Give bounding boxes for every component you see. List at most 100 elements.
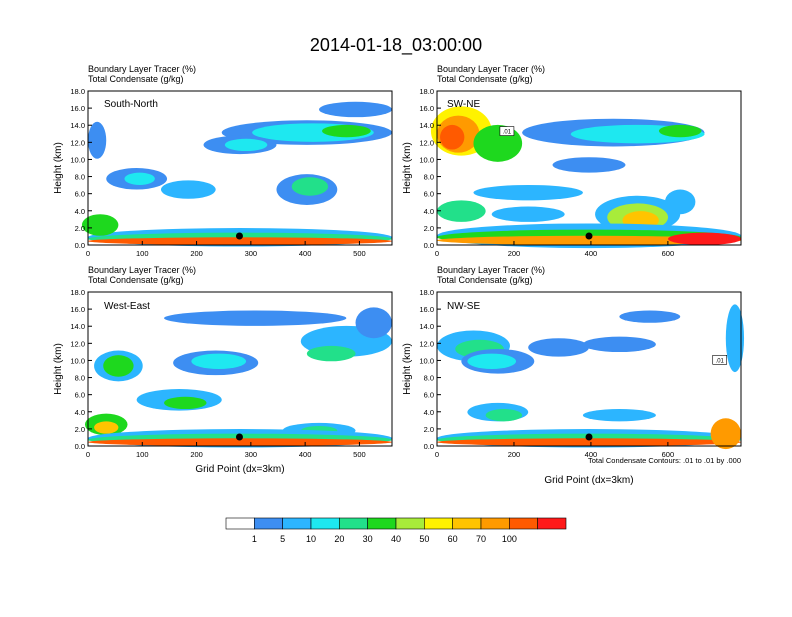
y-tick-label: 4.0 bbox=[75, 408, 85, 417]
panel-label: West-East bbox=[104, 301, 150, 312]
y-tick-label: 18.0 bbox=[419, 288, 434, 297]
condensate-fill bbox=[437, 304, 745, 450]
y-tick-label: 10.0 bbox=[70, 155, 85, 164]
y-tick-label: 14.0 bbox=[70, 121, 85, 130]
x-tick-label: 200 bbox=[190, 249, 203, 258]
y-tick-label: 16.0 bbox=[419, 305, 434, 314]
x-axis-label: Grid Point (dx=3km) bbox=[195, 464, 284, 475]
colorbar-swatch bbox=[537, 517, 567, 530]
x-tick-label: 200 bbox=[190, 450, 203, 459]
colorbar-swatch bbox=[282, 517, 312, 530]
x-axis-label: Grid Point (dx=3km) bbox=[544, 475, 633, 486]
y-tick-label: 10.0 bbox=[70, 356, 85, 365]
colorbar-label: 60 bbox=[448, 534, 458, 544]
panel-label: SW-NE bbox=[447, 99, 480, 110]
y-tick-label: 2.0 bbox=[75, 224, 85, 233]
panel-west-east: Boundary Layer Tracer (%) Total Condensa… bbox=[53, 265, 393, 475]
contour-label-box bbox=[712, 354, 728, 365]
x-tick-label: 0 bbox=[86, 249, 90, 258]
condensate-blob bbox=[582, 409, 656, 422]
y-tick-label: 0.0 bbox=[75, 442, 85, 451]
colorbar-swatch bbox=[509, 517, 538, 530]
colorbar-swatch bbox=[225, 517, 255, 530]
x-tick-label: 200 bbox=[508, 450, 521, 459]
y-tick-label: 4.0 bbox=[424, 408, 434, 417]
y-tick-label: 8.0 bbox=[75, 173, 85, 182]
x-tick-label: 300 bbox=[245, 450, 258, 459]
y-tick-label: 4.0 bbox=[75, 207, 85, 216]
contour-label-box bbox=[499, 126, 515, 136]
location-marker bbox=[235, 232, 243, 240]
condensate-blob bbox=[88, 121, 107, 159]
colorbar-swatch bbox=[310, 517, 340, 530]
condensate-blob bbox=[725, 304, 745, 373]
colorbar-swatch bbox=[367, 517, 397, 530]
condensate-blob bbox=[665, 189, 696, 215]
x-tick-label: 400 bbox=[585, 249, 598, 258]
condensate-blob bbox=[440, 124, 465, 150]
colorbar-swatch bbox=[339, 517, 368, 530]
condensate-blob bbox=[81, 214, 119, 236]
y-tick-label: 6.0 bbox=[75, 190, 85, 199]
condensate-blob bbox=[528, 338, 589, 357]
condensate-blob bbox=[355, 307, 393, 339]
y-tick-label: 18.0 bbox=[70, 87, 85, 96]
y-axis-label: Height (km) bbox=[402, 343, 413, 395]
condensate-blob bbox=[467, 353, 517, 369]
condensate-blob bbox=[319, 101, 392, 118]
colorbar-label: 50 bbox=[419, 534, 429, 544]
y-tick-label: 16.0 bbox=[70, 305, 85, 314]
colorbar-swatch bbox=[395, 517, 425, 530]
x-tick-label: 600 bbox=[662, 249, 675, 258]
condensate-blob bbox=[88, 438, 392, 446]
x-tick-label: 200 bbox=[508, 249, 521, 258]
condensate-blob bbox=[491, 206, 565, 222]
axes: 0.0 2.0 4.0 6.0 8.0 10.0 12.0 14.0 16.0 18.0 0 200 4… bbox=[419, 288, 728, 459]
condensate-blob bbox=[710, 418, 741, 450]
y-tick-label: 10.0 bbox=[419, 155, 434, 164]
y-tick-label: 6.0 bbox=[424, 391, 434, 400]
axes: 0.0 2.0 4.0 6.0 8.0 10.0 12.0 14.0 16.0 18.0 0 100 2… bbox=[70, 288, 365, 459]
condensate-blob bbox=[160, 180, 216, 199]
condensate-blob bbox=[103, 355, 134, 377]
condensate-blob bbox=[291, 177, 329, 196]
condensate-blob bbox=[164, 396, 207, 410]
plot-frame bbox=[436, 90, 742, 246]
panel-subtitle-2: Total Condensate (g/kg) bbox=[437, 275, 533, 285]
location-marker bbox=[585, 433, 593, 441]
y-tick-label: 10.0 bbox=[419, 356, 434, 365]
colorbar-swatch bbox=[480, 517, 510, 530]
colorbar-label: 20 bbox=[334, 534, 344, 544]
panel-subtitle-1: Boundary Layer Tracer (%) bbox=[88, 64, 196, 74]
axes: 0.0 2.0 4.0 6.0 8.0 10.0 12.0 14.0 16.0 18.0 0 100 2… bbox=[70, 87, 365, 258]
contour-label: .01 bbox=[716, 358, 725, 364]
y-tick-label: 0.0 bbox=[75, 241, 85, 250]
colorbar-label: 30 bbox=[363, 534, 373, 544]
y-tick-label: 18.0 bbox=[419, 87, 434, 96]
plot-frame bbox=[87, 291, 393, 447]
y-tick-label: 14.0 bbox=[419, 322, 434, 331]
condensate-blob bbox=[582, 336, 656, 353]
condensate-fill bbox=[81, 101, 392, 247]
y-tick-label: 18.0 bbox=[70, 288, 85, 297]
y-tick-label: 0.0 bbox=[424, 442, 434, 451]
y-tick-label: 2.0 bbox=[75, 425, 85, 434]
condensate-blob bbox=[124, 172, 155, 185]
condensate-blob bbox=[668, 232, 742, 245]
panel-sw-ne: Boundary Layer Tracer (%) Total Condensa… bbox=[402, 64, 742, 258]
y-tick-label: 8.0 bbox=[424, 374, 434, 383]
location-marker bbox=[235, 433, 243, 441]
condensate-blob bbox=[164, 310, 347, 326]
panel-south-north: Boundary Layer Tracer (%) Total Condensa… bbox=[53, 64, 393, 258]
condensate-blob bbox=[437, 438, 741, 446]
plot-frame bbox=[436, 291, 742, 447]
contour-label: .01 bbox=[503, 130, 512, 136]
condensate-blob bbox=[552, 157, 626, 173]
panel-label: South-North bbox=[104, 99, 158, 110]
condensate-blob bbox=[88, 237, 392, 245]
x-tick-label: 400 bbox=[299, 450, 312, 459]
colorbar-swatch bbox=[452, 517, 482, 530]
x-tick-label: 300 bbox=[245, 249, 258, 258]
